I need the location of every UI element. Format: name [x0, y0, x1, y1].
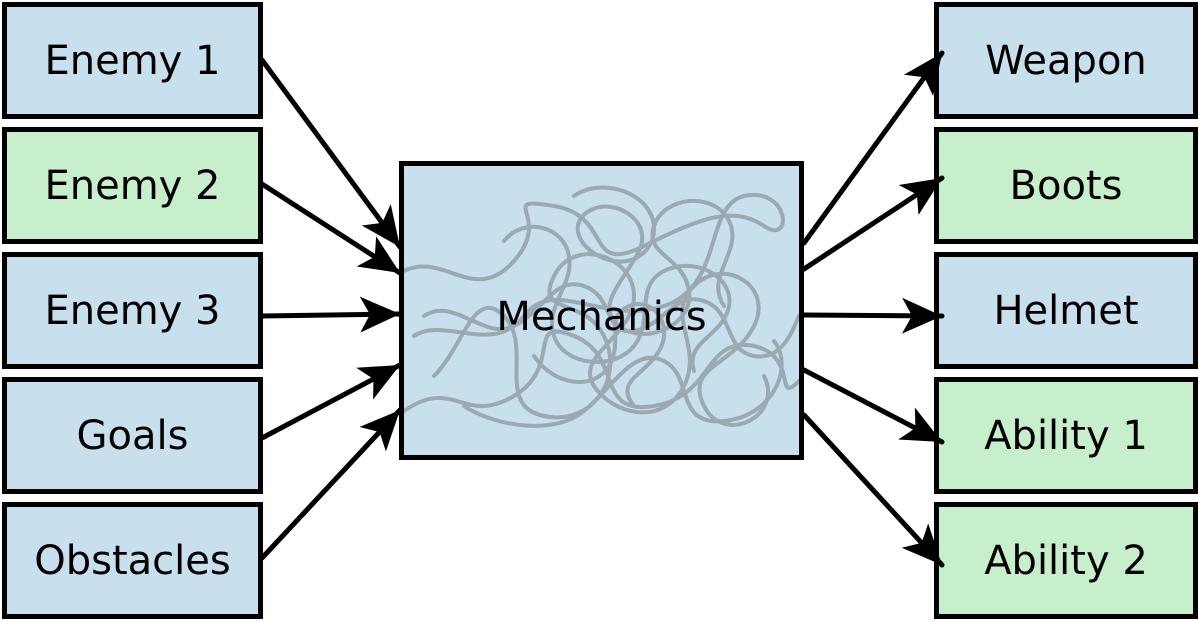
- input-obstacles: Obstacles: [2, 502, 263, 619]
- arrow-enemy-1: [259, 57, 403, 250]
- arrow-weapon: [801, 50, 945, 246]
- output-ability-2: Ability 2: [934, 502, 1198, 619]
- mechanics-box: Mechanics: [399, 161, 804, 460]
- arrow-helmet: [801, 297, 945, 334]
- output-boots: Boots: [934, 127, 1198, 244]
- arrow-boots: [801, 175, 945, 272]
- input-enemy-2: Enemy 2: [2, 127, 263, 244]
- input-label: Obstacles: [34, 537, 231, 584]
- arrow-enemy-2: [259, 181, 403, 276]
- input-enemy-3: Enemy 3: [2, 252, 263, 369]
- input-label: Enemy 2: [44, 162, 221, 209]
- input-label: Enemy 1: [44, 37, 221, 84]
- output-helmet: Helmet: [934, 252, 1198, 369]
- input-label: Goals: [76, 412, 189, 459]
- output-label: Boots: [1009, 162, 1123, 209]
- arrow-ability-2: [801, 412, 945, 568]
- input-enemy-1: Enemy 1: [2, 2, 263, 119]
- mechanics-label: Mechanics: [496, 294, 707, 340]
- output-ability-1: Ability 1: [934, 377, 1198, 494]
- arrow-ability-1: [801, 367, 945, 445]
- output-label: Helmet: [993, 287, 1139, 334]
- output-weapon: Weapon: [934, 2, 1198, 119]
- input-goals: Goals: [2, 377, 263, 494]
- arrow-goals: [259, 362, 403, 441]
- arrow-enemy-3: [259, 296, 403, 333]
- output-label: Ability 1: [984, 412, 1148, 459]
- output-label: Ability 2: [984, 537, 1148, 584]
- input-label: Enemy 3: [44, 287, 221, 334]
- arrow-obstacles: [259, 407, 403, 561]
- tangle-scribble: [404, 185, 799, 428]
- output-label: Weapon: [985, 37, 1147, 84]
